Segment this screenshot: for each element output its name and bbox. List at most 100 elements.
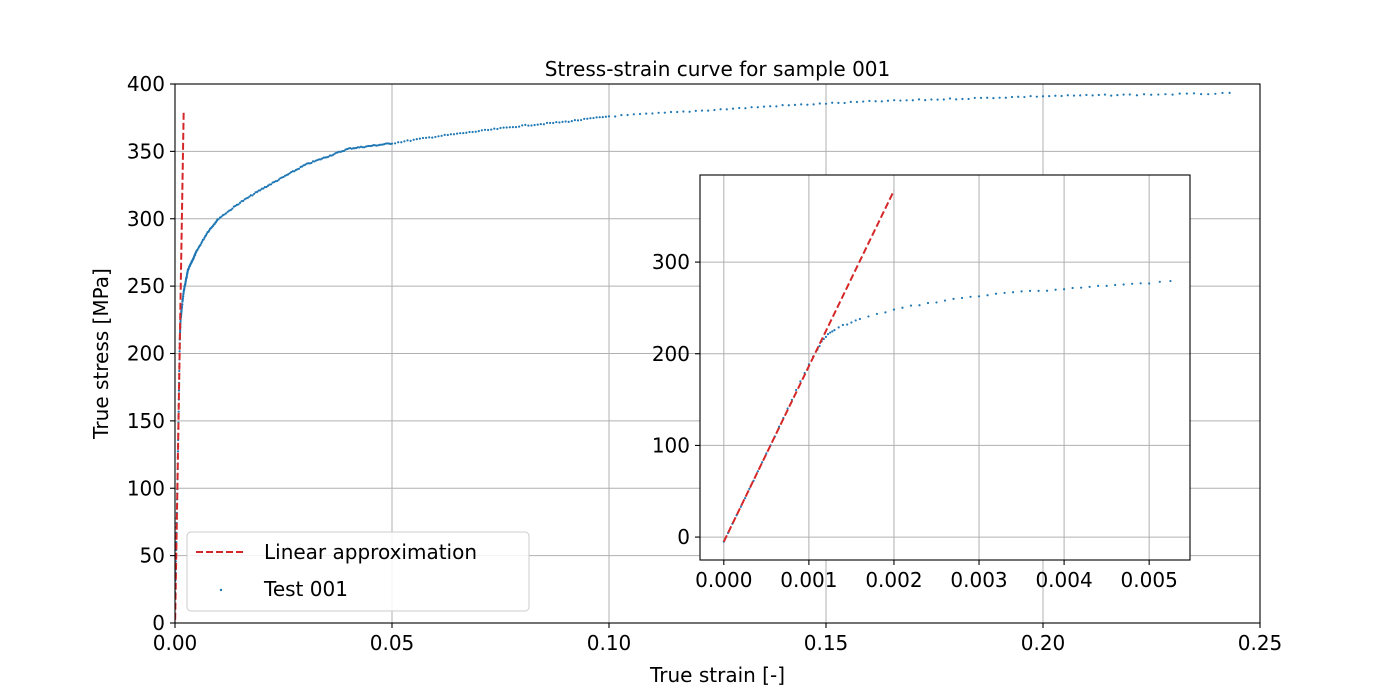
main-point — [367, 144, 370, 148]
main-point — [573, 119, 577, 122]
inset-point — [935, 301, 938, 304]
main-point — [182, 292, 185, 295]
inset-point — [1122, 283, 1125, 286]
main-point — [899, 99, 902, 102]
main-point — [220, 215, 223, 218]
main-point — [583, 117, 586, 120]
main-point — [518, 125, 521, 128]
inset-series — [722, 190, 1172, 543]
main-point — [428, 136, 431, 139]
inset-point — [1158, 280, 1161, 283]
main-point — [352, 147, 355, 150]
inset-point — [926, 301, 930, 305]
main-point — [1142, 93, 1146, 96]
main-point — [1185, 92, 1188, 95]
main-point — [176, 450, 180, 453]
main-point — [1122, 93, 1125, 96]
legend: Linear approximation Test 001 — [186, 531, 530, 612]
main-point — [465, 131, 468, 134]
inset-background — [700, 175, 1190, 560]
main-point — [567, 120, 570, 123]
main-point — [421, 136, 425, 140]
y-axis-label: True stress [MPa] — [89, 268, 113, 440]
inset-point — [841, 323, 845, 327]
main-point — [246, 196, 249, 199]
main-point — [1207, 93, 1210, 96]
inset-point — [909, 304, 913, 307]
inset-point — [846, 323, 849, 326]
main-point — [415, 138, 418, 141]
main-point — [744, 107, 747, 110]
main-point — [1164, 93, 1167, 96]
main-point — [1116, 94, 1119, 97]
inset-point — [1062, 288, 1066, 291]
main-point — [1221, 91, 1224, 95]
main-point — [750, 106, 753, 109]
main-point — [180, 305, 184, 308]
main-point — [1192, 92, 1196, 95]
main-point — [580, 118, 583, 122]
inset-point — [1148, 282, 1151, 285]
inset-grid — [700, 175, 1190, 560]
legend-box — [186, 531, 530, 612]
main-point — [291, 170, 294, 173]
main-point — [893, 99, 896, 102]
main-point — [868, 99, 871, 103]
main-point — [545, 121, 549, 124]
main-point — [1048, 95, 1051, 98]
main-point — [620, 113, 623, 117]
inset-point — [1045, 289, 1049, 292]
inset-point — [977, 295, 981, 298]
main-point — [242, 199, 245, 202]
main-point — [592, 116, 595, 120]
inset-x-tick-label: 0.005 — [1121, 568, 1178, 592]
main-point — [719, 108, 722, 111]
main-point — [973, 96, 976, 100]
inset-point — [799, 380, 802, 383]
main-point — [437, 135, 440, 138]
inset-point — [858, 317, 862, 321]
inset-point — [1071, 286, 1074, 290]
main-point — [499, 126, 502, 130]
main-point — [231, 207, 234, 210]
main-point — [390, 142, 394, 145]
main-point — [311, 160, 315, 163]
main-point — [1041, 95, 1045, 98]
main-point — [657, 111, 660, 114]
main-point — [397, 141, 400, 144]
main-point — [403, 140, 406, 143]
main-point — [276, 179, 279, 183]
main-point — [181, 303, 184, 306]
main-point — [607, 115, 611, 118]
inset-point — [1114, 283, 1117, 287]
inset-ticks: 0.000 0.001 0.002 0.003 0.004 0.005 0 100 200 300 — [652, 250, 1178, 592]
inset-x-tick-label: 0.001 — [780, 568, 837, 592]
main-point — [199, 243, 202, 246]
main-point — [277, 178, 280, 181]
inset-point — [795, 388, 798, 392]
main-point — [598, 116, 601, 119]
main-point — [731, 107, 735, 110]
main-point — [756, 106, 759, 109]
main-point — [536, 123, 539, 126]
main-point — [1091, 94, 1094, 97]
main-series-linear-approximation — [175, 110, 185, 623]
main-point — [502, 126, 505, 129]
main-point — [181, 297, 185, 300]
inset-point — [1020, 290, 1023, 293]
main-point — [1128, 93, 1131, 96]
inset-point — [994, 292, 998, 295]
main-point — [1010, 95, 1014, 99]
inset-point — [960, 296, 964, 300]
inset-point — [1028, 289, 1032, 292]
main-point — [418, 137, 421, 140]
main-point — [831, 101, 834, 104]
main-point — [1004, 96, 1007, 99]
main-point — [769, 105, 772, 108]
main-point — [1054, 94, 1057, 97]
main-point — [446, 133, 449, 137]
main-point — [505, 126, 508, 129]
main-point — [483, 128, 487, 131]
inset-point — [829, 331, 832, 334]
main-point — [595, 116, 598, 119]
